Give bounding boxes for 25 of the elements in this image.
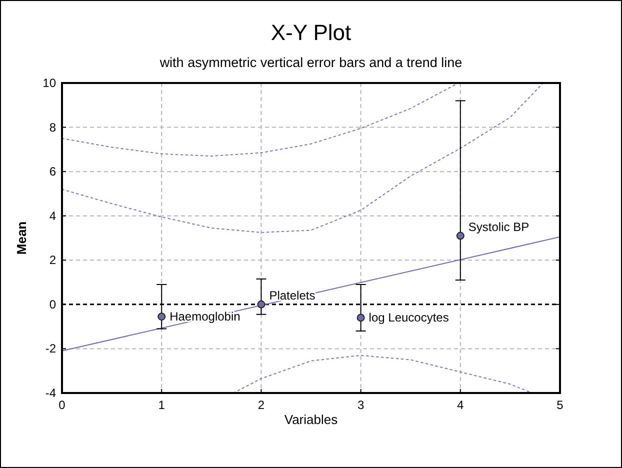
chart-title: X-Y Plot <box>270 20 352 45</box>
annotation: log Leucocytes <box>368 310 449 325</box>
x-tick-label: 2 <box>258 398 265 412</box>
chart-subtitle: with asymmetric vertical error bars and a trend line <box>158 55 462 70</box>
y-tick-label: 0 <box>49 297 56 312</box>
y-tick-label: 6 <box>49 164 56 179</box>
point <box>456 232 464 240</box>
line-series <box>62 83 544 233</box>
y-tick-label: 10 <box>42 76 56 90</box>
annotation: Systolic BP <box>468 220 530 234</box>
y-tick-label: 8 <box>49 120 56 134</box>
y-tick-label: 2 <box>49 253 56 268</box>
y-tick-label: -4 <box>45 386 56 400</box>
y-axis-title: Mean <box>14 221 29 255</box>
x-axis-title: Variables <box>284 412 338 427</box>
point <box>356 314 365 322</box>
y-tick-label: -2 <box>45 342 56 356</box>
x-tick-label: 5 <box>556 398 564 412</box>
point <box>158 312 166 321</box>
point <box>257 300 266 308</box>
x-tick-label: 0 <box>58 398 66 412</box>
x-tick-label: 4 <box>457 398 464 412</box>
x-tick-label: 3 <box>357 398 364 412</box>
y-tick-label: 4 <box>49 208 56 223</box>
x-tick-label: 1 <box>158 398 166 412</box>
